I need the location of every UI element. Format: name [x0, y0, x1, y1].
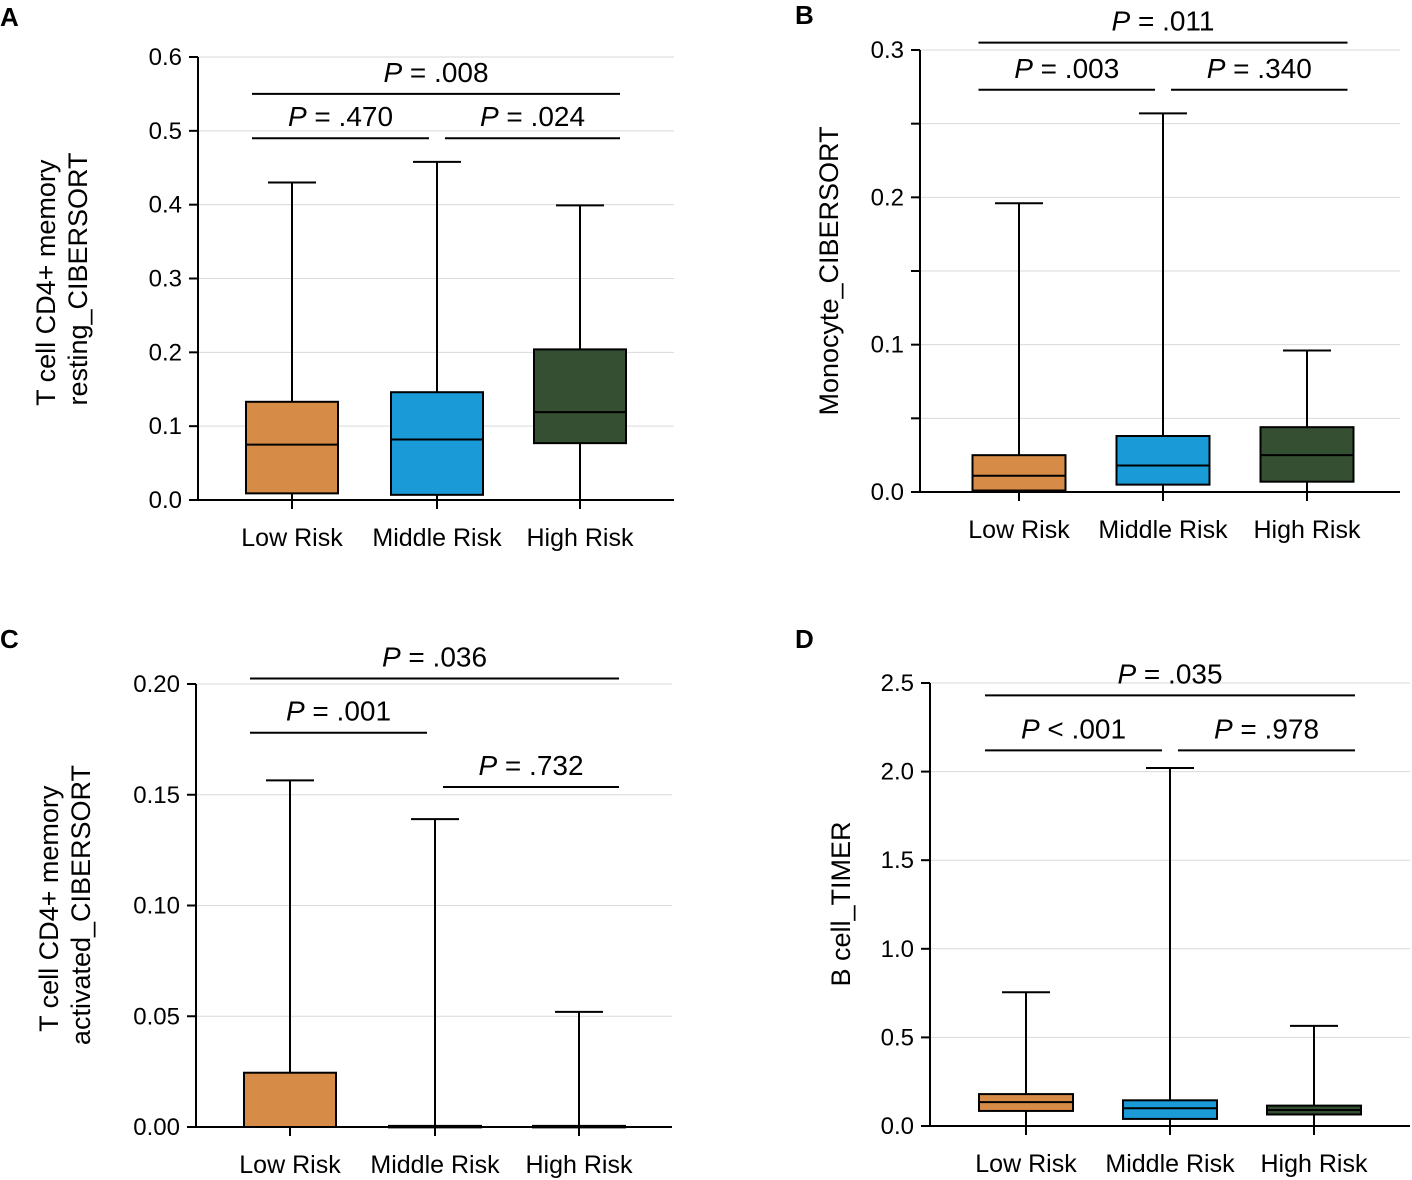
x-category-label: Middle Risk [370, 1151, 500, 1179]
p-value-label: P < .001 [1021, 713, 1126, 744]
y-tick-label: 0.3 [149, 266, 182, 293]
x-category-label: Middle Risk [1105, 1150, 1235, 1178]
box-iqr [245, 400, 339, 495]
p-value-label: P = .001 [286, 696, 391, 727]
y-tick-label: 0.10 [133, 893, 180, 920]
p-value-label: P = .003 [1014, 53, 1119, 84]
box-iqr [1122, 1099, 1218, 1120]
box-iqr [1115, 435, 1211, 486]
y-tick-label: 0.20 [133, 671, 180, 698]
p-value-label: P = .036 [382, 641, 487, 672]
x-category-label: High Risk [1261, 1150, 1368, 1178]
panel-letter: D [795, 624, 814, 654]
p-value-label: P = .470 [288, 101, 393, 132]
y-tick-label: 1.5 [881, 847, 914, 874]
y-tick-label: 0.00 [133, 1114, 180, 1141]
panel-letter: C [0, 624, 19, 654]
y-tick-label: 0.1 [871, 332, 904, 359]
y-axis-label-line: resting_CIBERSORT [63, 152, 93, 405]
y-tick-label: 0.5 [149, 118, 182, 145]
x-category-label: Low Risk [975, 1150, 1077, 1178]
p-value-label: P = .011 [1111, 6, 1214, 37]
y-axis-label-line: Monocyte_CIBERSORT [814, 126, 844, 415]
panel-d: D B cell_TIMER 0.0 0.5 1.0 1.5 2.0 2.5 Low Ris… [795, 624, 1410, 1178]
x-category-label: High Risk [527, 524, 634, 552]
y-tick-label: 2.0 [881, 759, 914, 786]
box-low-risk [245, 181, 339, 509]
box-middle-risk [1115, 112, 1211, 501]
x-category-label: High Risk [1254, 516, 1361, 544]
box-iqr [533, 348, 627, 445]
y-axis-label-line: activated_CIBERSORT [66, 765, 96, 1045]
panel-c: C T cell CD4+ memory activated_CIBERSORT… [0, 624, 672, 1179]
panel-a: A T cell CD4+ memory resting_CIBERSORT 0… [0, 2, 674, 552]
y-tick-label: 0.1 [149, 413, 182, 440]
y-axis-label: T cell CD4+ memory activated_CIBERSORT [34, 765, 96, 1045]
y-tick-label: 2.5 [881, 670, 914, 697]
y-axis-label-line: B cell_TIMER [826, 821, 856, 986]
box-iqr [971, 454, 1067, 492]
y-axis-label-line: T cell CD4+ memory [31, 159, 61, 406]
p-value-label: P = .978 [1214, 713, 1319, 744]
x-category-label: Low Risk [968, 516, 1070, 544]
box-iqr [390, 391, 484, 496]
y-tick-label: 0.6 [149, 44, 182, 71]
y-axis-label: T cell CD4+ memory resting_CIBERSORT [31, 152, 93, 406]
box-low-risk [978, 991, 1074, 1135]
box-middle-risk [390, 160, 484, 509]
panel-b: B Monocyte_CIBERSORT 0.0 0.1 0.2 0.3 Low Ris… [795, 0, 1400, 544]
y-tick-label: 0.4 [149, 192, 182, 219]
box-high-risk [1266, 1024, 1362, 1135]
box-high-risk [1259, 349, 1355, 501]
p-value-label: P = .340 [1207, 53, 1312, 84]
box-low-risk [243, 779, 337, 1136]
x-category-label: High Risk [526, 1151, 633, 1179]
y-tick-label: 0.3 [871, 37, 904, 64]
y-axis-label-line: T cell CD4+ memory [34, 785, 64, 1032]
y-tick-label: 0.15 [133, 782, 180, 809]
box-middle-risk [1122, 767, 1218, 1135]
y-tick-label: 0.2 [149, 339, 182, 366]
box-low-risk [971, 202, 1067, 501]
x-category-label: Low Risk [241, 524, 343, 552]
p-value-label: P = .008 [383, 57, 488, 88]
box-middle-risk [388, 818, 482, 1136]
x-category-label: Low Risk [239, 1151, 341, 1179]
box-iqr [243, 1071, 337, 1129]
p-value-label: P = .732 [478, 750, 583, 781]
p-value-label: P = .024 [480, 101, 585, 132]
panel-letter: A [0, 2, 19, 32]
x-category-label: Middle Risk [1098, 516, 1228, 544]
p-value-label: P = .035 [1117, 658, 1222, 689]
y-axis-label: Monocyte_CIBERSORT [814, 126, 844, 415]
y-tick-label: 0.2 [871, 184, 904, 211]
box-high-risk [532, 1010, 626, 1136]
y-tick-label: 0.5 [881, 1024, 914, 1051]
x-category-label: Middle Risk [372, 524, 502, 552]
y-tick-label: 0.05 [133, 1003, 180, 1030]
y-tick-label: 1.0 [881, 936, 914, 963]
y-tick-label: 0.0 [871, 479, 904, 506]
y-axis-label: B cell_TIMER [826, 821, 856, 986]
panel-letter: B [795, 0, 814, 30]
box-high-risk [533, 204, 627, 509]
y-tick-label: 0.0 [881, 1113, 914, 1140]
y-tick-label: 0.0 [149, 487, 182, 514]
